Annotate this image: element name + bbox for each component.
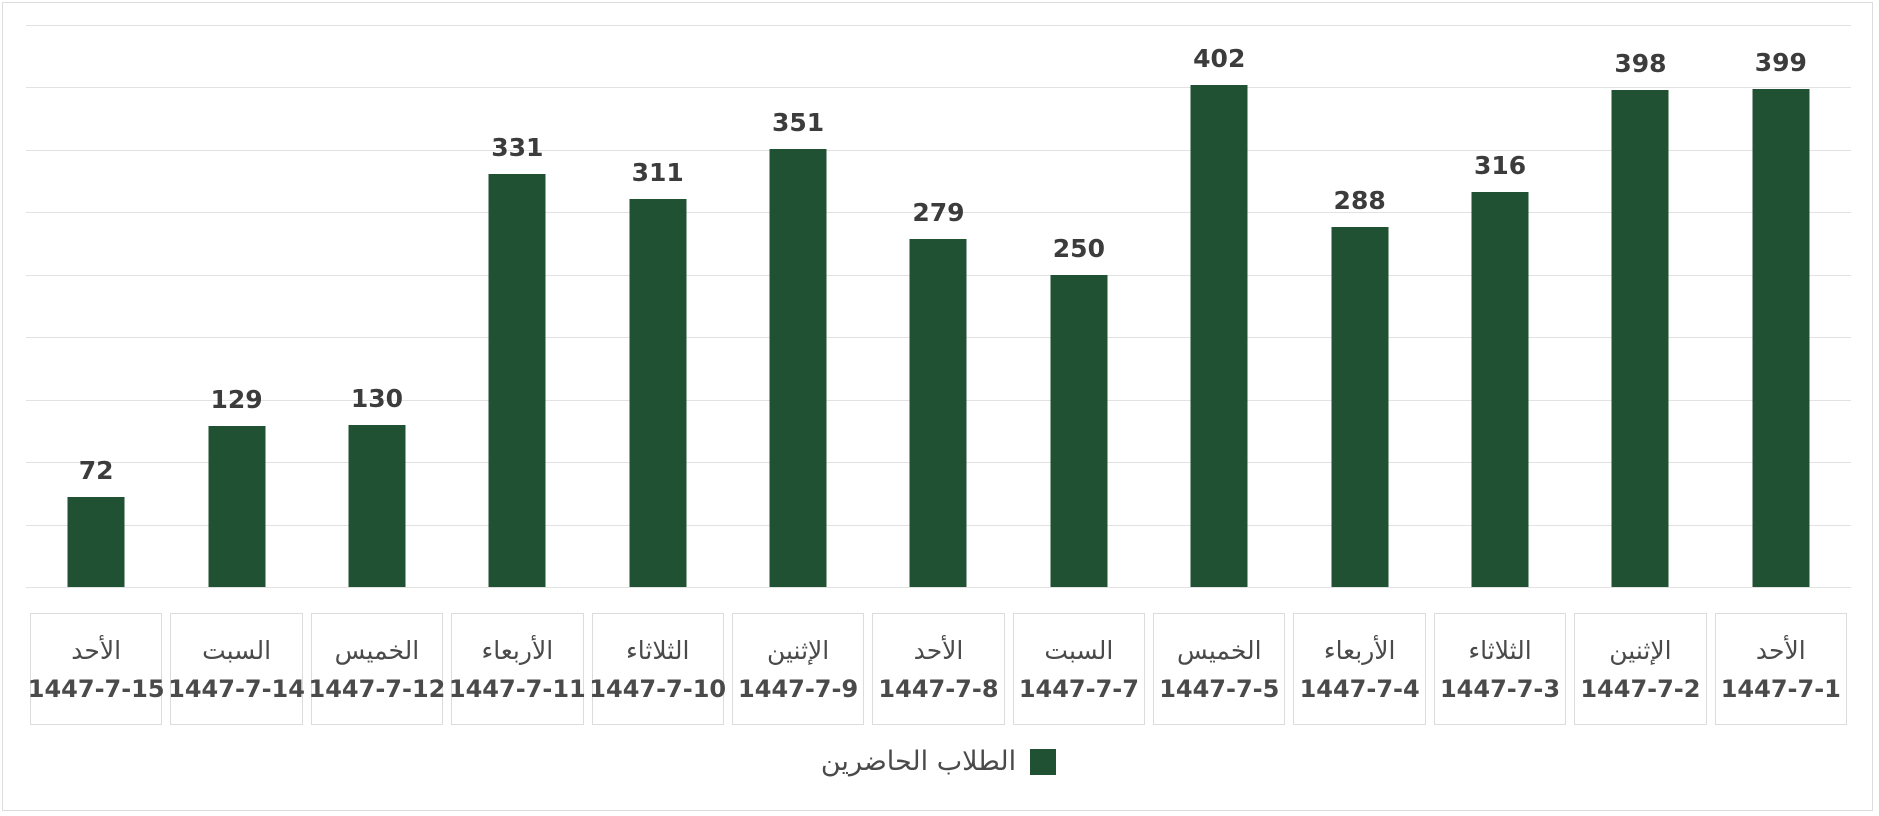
category-day-name: الإثنين	[1609, 635, 1672, 665]
category-date: 1447-7-2	[1580, 674, 1701, 703]
category-day-name: الأربعاء	[1323, 635, 1396, 665]
legend-item-label: الطلاب الحاضرين	[820, 746, 1017, 777]
category-day-name: الثلاثاء	[626, 635, 690, 665]
bar-slot: 311	[588, 25, 728, 587]
bar[interactable]	[67, 497, 125, 587]
bar[interactable]	[629, 198, 687, 587]
category-day-name: السبت	[1044, 635, 1114, 665]
bar-series: 72 129 130 331 311 351 279 250 402 288 316 398 399	[26, 25, 1851, 587]
legend-swatch-icon	[1030, 748, 1057, 775]
bar-slot: 129	[166, 25, 306, 587]
category-day-name: الإثنين	[766, 635, 830, 665]
bar[interactable]	[1050, 274, 1108, 587]
category-date: 1447-7-11	[448, 674, 586, 703]
bar[interactable]	[348, 424, 406, 587]
category-date: 1447-7-4	[1299, 674, 1420, 703]
gridline	[26, 149, 1851, 151]
bar[interactable]	[208, 425, 266, 587]
category-date: 1447-7-8	[878, 674, 999, 703]
bar[interactable]	[1190, 84, 1248, 587]
gridline	[26, 25, 1851, 26]
bar-value-label: 399	[1754, 47, 1807, 77]
bar-value-label: 398	[1614, 48, 1667, 78]
bar[interactable]	[1752, 88, 1810, 587]
category-label-cell[interactable]: الإثنين 1447-7-2	[1574, 613, 1707, 725]
bar-slot: 130	[307, 25, 447, 587]
category-date: 1447-7-9	[738, 674, 859, 703]
bar-value-label: 316	[1473, 151, 1527, 181]
category-day-name: الخميس	[1176, 635, 1262, 665]
bar-slot: 316	[1430, 25, 1570, 587]
bar-slot: 288	[1289, 25, 1429, 587]
bar-value-label: 351	[772, 107, 825, 137]
bar-value-label: 129	[210, 384, 263, 414]
bar-slot: 399	[1711, 25, 1851, 587]
bar-value-label: 331	[491, 132, 544, 162]
category-label-cell[interactable]: الخميس 1447-7-5	[1153, 613, 1286, 725]
category-label-cell[interactable]: السبت 1447-7-14	[168, 613, 305, 725]
category-label-cell[interactable]: الأربعاء 1447-7-4	[1293, 613, 1426, 725]
bar-slot: 398	[1570, 25, 1710, 587]
gridline	[26, 87, 1851, 89]
category-label-cell[interactable]: الثلاثاء 1447-7-3	[1433, 613, 1567, 725]
bar-slot: 331	[447, 25, 587, 587]
category-label-cell[interactable]: الثلاثاء 1447-7-10	[589, 613, 727, 725]
category-label-cell[interactable]: الأحد 1447-7-1	[1714, 613, 1847, 725]
category-date: 1447-7-12	[308, 674, 446, 703]
category-day-name: الأحد	[1755, 635, 1806, 665]
category-day-name: الأربعاء	[481, 635, 554, 665]
category-day-name: الخميس	[334, 635, 420, 665]
bar-slot: 402	[1149, 25, 1289, 587]
bar-slot: 250	[1009, 25, 1149, 587]
bar[interactable]	[1331, 227, 1389, 587]
category-day-name: الأحد	[71, 635, 122, 665]
bar[interactable]	[488, 173, 546, 587]
category-date: 1447-7-15	[27, 674, 165, 703]
gridline	[26, 587, 1851, 588]
category-label-cell[interactable]: الأحد 1447-7-8	[872, 613, 1005, 725]
gridline	[26, 212, 1851, 214]
bar-value-label: 250	[1052, 233, 1105, 263]
chart-legend: الطلاب الحاضرين	[3, 748, 1874, 775]
category-day-name: السبت	[202, 635, 272, 665]
bar-value-label: 130	[350, 383, 404, 413]
bar-slot: 72	[26, 25, 166, 587]
category-day-name: الثلاثاء	[1468, 635, 1532, 665]
bar-value-label: 72	[78, 456, 114, 486]
category-label-cell[interactable]: الخميس 1447-7-12	[308, 613, 446, 725]
category-label-cell[interactable]: الإثنين 1447-7-9	[731, 613, 865, 725]
bar[interactable]	[1471, 192, 1529, 587]
category-label-cell[interactable]: السبت 1447-7-7	[1012, 613, 1146, 725]
category-date: 1447-7-10	[589, 674, 727, 703]
category-date: 1447-7-14	[168, 674, 305, 703]
category-label-cell[interactable]: الأربعاء 1447-7-11	[448, 613, 586, 725]
category-axis: الأحد 1447-7-15 السبت 1447-7-14 الخميس 1447-7…	[26, 613, 1851, 725]
category-date: 1447-7-7	[1018, 674, 1139, 703]
bar-value-label: 402	[1193, 43, 1246, 73]
bar-value-label: 279	[912, 197, 965, 227]
bar-value-label: 311	[631, 157, 684, 187]
category-date: 1447-7-5	[1159, 674, 1280, 703]
plot-area: 72 129 130 331 311 351 279 250 402 288 316 398 399	[26, 25, 1851, 588]
category-day-name: الأحد	[913, 635, 964, 665]
category-date: 1447-7-1	[1720, 674, 1841, 703]
bar[interactable]	[769, 148, 827, 587]
bar-slot: 279	[868, 25, 1008, 587]
category-date: 1447-7-3	[1439, 674, 1561, 703]
bar[interactable]	[909, 238, 967, 587]
category-label-cell[interactable]: الأحد 1447-7-15	[27, 613, 165, 725]
bar-value-label: 288	[1333, 186, 1386, 216]
bar-slot: 351	[728, 25, 868, 587]
bar[interactable]	[1611, 89, 1669, 587]
